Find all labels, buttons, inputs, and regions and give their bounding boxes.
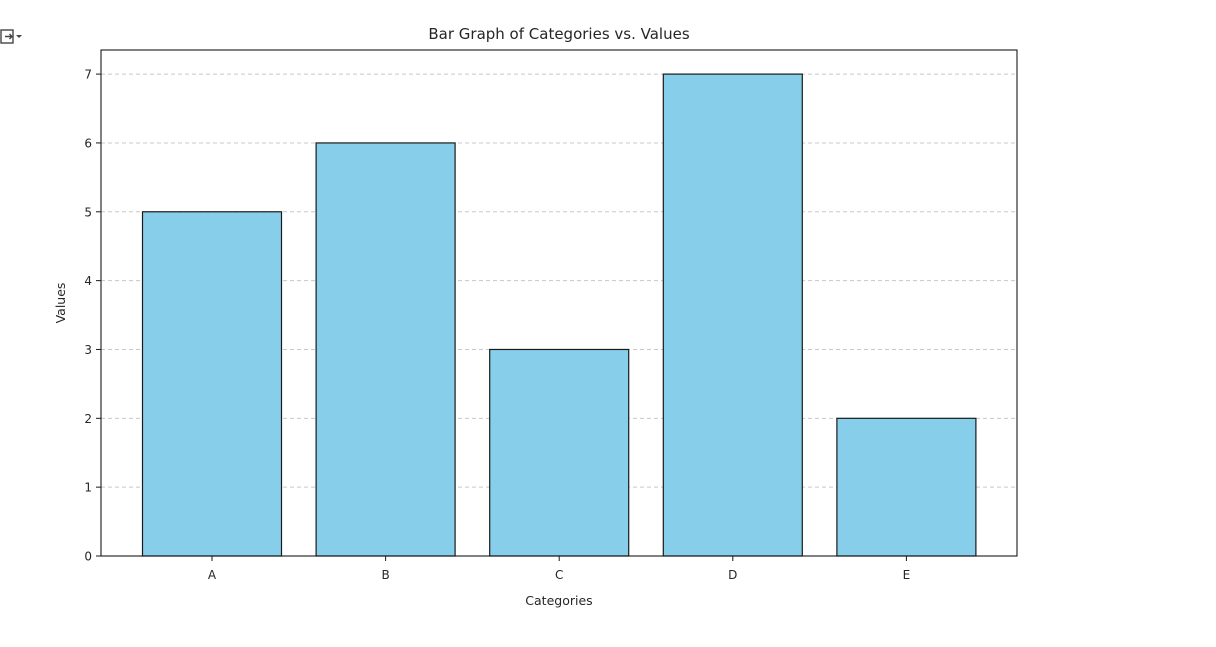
y-tick-label: 6	[84, 136, 92, 150]
x-tick-label: E	[903, 568, 911, 582]
y-tick-label: 2	[84, 412, 92, 426]
chart-title: Bar Graph of Categories vs. Values	[428, 25, 689, 43]
x-axis-ticks: A B C D E	[208, 556, 910, 582]
x-axis-label: Categories	[525, 593, 592, 608]
bar-a	[141, 211, 283, 557]
x-tick-label: B	[381, 568, 389, 582]
y-axis-ticks: 0 1 2 3 4 5 6 7	[84, 68, 101, 564]
y-tick-label: 0	[84, 550, 92, 564]
output-toggle-icon[interactable]	[0, 26, 26, 48]
bar-b	[315, 142, 456, 557]
y-tick-label: 7	[84, 68, 92, 82]
y-axis-label: Values	[53, 283, 68, 324]
bar-d	[662, 73, 803, 557]
y-tick-label: 4	[84, 274, 92, 288]
y-tick-label: 3	[84, 343, 92, 357]
x-tick-label: A	[208, 568, 217, 582]
x-tick-label: D	[728, 568, 737, 582]
bar-c	[489, 348, 630, 557]
y-tick-label: 5	[84, 205, 92, 219]
bars	[141, 73, 977, 557]
bar-e	[836, 417, 977, 557]
x-tick-label: C	[555, 568, 563, 582]
y-tick-label: 1	[84, 481, 92, 495]
